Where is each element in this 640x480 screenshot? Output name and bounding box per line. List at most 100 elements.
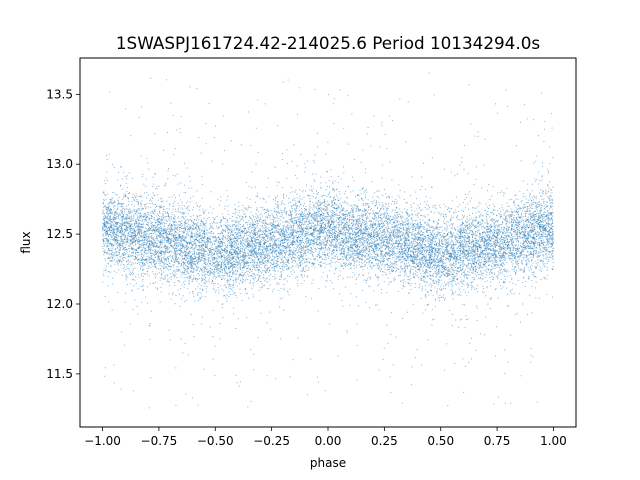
- data-point: [468, 237, 470, 239]
- data-point: [227, 221, 229, 223]
- data-point: [174, 244, 176, 246]
- data-point: [195, 258, 197, 260]
- data-point: [228, 274, 230, 276]
- data-point: [541, 240, 543, 242]
- data-point: [419, 264, 421, 265]
- data-point: [306, 220, 308, 222]
- data-point: [254, 257, 256, 259]
- data-point: [370, 225, 372, 227]
- data-point: [203, 275, 205, 277]
- data-point: [309, 209, 311, 211]
- data-point: [155, 250, 157, 252]
- data-point: [251, 242, 253, 244]
- data-point: [152, 222, 154, 224]
- data-point: [385, 244, 387, 246]
- data-point: [390, 246, 392, 248]
- data-point: [338, 219, 340, 221]
- data-point: [358, 229, 360, 231]
- data-point: [145, 207, 147, 209]
- data-point: [325, 247, 327, 249]
- data-point: [514, 238, 516, 240]
- data-point: [506, 220, 508, 222]
- data-point: [143, 234, 145, 236]
- data-point: [217, 271, 219, 273]
- data-point: [165, 79, 167, 81]
- data-point: [504, 349, 506, 351]
- data-point: [155, 238, 157, 240]
- data-point: [179, 227, 181, 229]
- data-point: [293, 257, 295, 259]
- data-point: [113, 208, 115, 210]
- data-point: [118, 214, 120, 216]
- data-point: [427, 263, 429, 265]
- data-point: [196, 88, 198, 90]
- data-point: [218, 233, 220, 235]
- data-point: [151, 232, 153, 234]
- data-point: [411, 225, 413, 227]
- data-point: [455, 259, 457, 261]
- data-point: [222, 252, 224, 254]
- data-point: [462, 263, 464, 265]
- data-point: [466, 203, 468, 205]
- data-point: [336, 261, 338, 263]
- data-point: [205, 247, 207, 249]
- data-point: [341, 218, 343, 220]
- data-point: [179, 229, 181, 231]
- data-point: [540, 278, 542, 280]
- data-point: [174, 228, 176, 230]
- data-point: [472, 221, 474, 223]
- data-point: [526, 230, 528, 232]
- data-point: [358, 261, 360, 263]
- data-point: [447, 221, 449, 223]
- data-point: [459, 246, 461, 248]
- data-point: [237, 263, 239, 265]
- data-point: [550, 257, 552, 259]
- data-point: [151, 228, 153, 230]
- data-point: [475, 243, 477, 245]
- data-point: [533, 275, 535, 277]
- data-point: [388, 195, 390, 197]
- data-point: [368, 240, 370, 242]
- data-point: [540, 252, 542, 254]
- data-point: [104, 205, 106, 207]
- data-point: [443, 249, 445, 250]
- data-point: [117, 259, 119, 261]
- data-point: [168, 167, 170, 169]
- data-point: [400, 211, 402, 213]
- data-point: [133, 236, 135, 238]
- data-point: [167, 215, 169, 217]
- data-point: [500, 248, 502, 250]
- data-point: [117, 254, 119, 256]
- data-point: [497, 242, 499, 244]
- data-point: [366, 267, 368, 269]
- data-point: [469, 191, 471, 193]
- data-point: [375, 240, 377, 242]
- data-point: [179, 249, 181, 251]
- data-point: [125, 225, 127, 227]
- data-point: [489, 236, 491, 238]
- data-point: [416, 236, 418, 238]
- data-point: [267, 223, 269, 225]
- data-point: [357, 221, 359, 223]
- data-point: [506, 253, 508, 255]
- data-point: [246, 317, 248, 319]
- data-point: [105, 224, 107, 226]
- data-point: [179, 224, 181, 226]
- data-point: [112, 203, 114, 205]
- data-point: [157, 238, 159, 240]
- data-point: [306, 276, 308, 278]
- data-point: [161, 265, 163, 267]
- data-point: [545, 204, 547, 206]
- data-point: [416, 260, 418, 262]
- data-point: [307, 245, 309, 247]
- data-point: [496, 260, 498, 262]
- data-point: [328, 263, 330, 265]
- data-point: [510, 240, 512, 242]
- data-point: [146, 211, 148, 213]
- data-point: [303, 268, 305, 270]
- data-point: [262, 285, 264, 287]
- data-point: [303, 259, 305, 261]
- data-point: [429, 274, 431, 276]
- data-point: [341, 258, 343, 260]
- data-point: [111, 227, 113, 229]
